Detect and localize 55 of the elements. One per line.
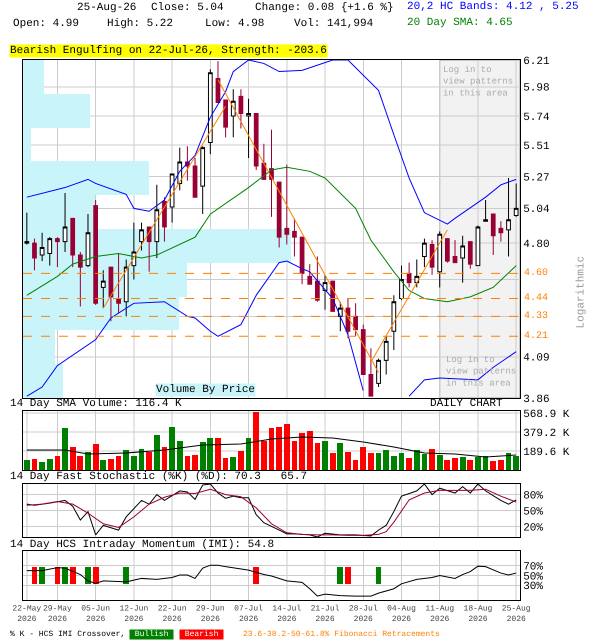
text: Low: 4.98 bbox=[205, 18, 264, 30]
annotation: DAILY CHART bbox=[430, 398, 504, 410]
chart-title: 14 Day HCS Intraday Momentum (IMI): 54.8 bbox=[10, 539, 274, 551]
x-tick-label: 25-Aug 2026 bbox=[502, 604, 531, 624]
text: 20,2 HC Bands: 4.12 , 5.25 bbox=[407, 1, 579, 13]
x-tick-label: 28-Jul 2026 bbox=[348, 604, 378, 624]
ref-line-label: 4.60 bbox=[524, 268, 548, 279]
y-tick-label: 80% bbox=[523, 490, 544, 502]
text: 25-Aug-26 bbox=[77, 2, 136, 14]
y-tick-label: 5.27 bbox=[523, 172, 550, 185]
ref-line-label: 4.33 bbox=[524, 311, 548, 322]
y-tick-label: 5.04 bbox=[523, 204, 550, 216]
x-tick-label: 05-Jun 2026 bbox=[81, 604, 110, 624]
x-tick-label: 21-Jul 2026 bbox=[310, 604, 340, 624]
y-tick-label: 5.74 bbox=[523, 112, 550, 124]
text: Bullish bbox=[130, 630, 174, 639]
x-tick-label: 11-Aug 2026 bbox=[425, 604, 454, 624]
y-tick-label: 50% bbox=[523, 506, 544, 518]
y-tick-label: 379.2 K bbox=[523, 428, 570, 440]
chart-title: 14 Day SMA Volume: 116.4 K bbox=[10, 398, 182, 410]
chart-title: Bearish Engulfing on 22-Jul-26, Strength: -203.6 bbox=[10, 45, 327, 57]
y-tick-label: 5.98 bbox=[523, 82, 550, 95]
band-label: Log in to view patterns in this area bbox=[443, 65, 514, 98]
ref-line-label: 4.44 bbox=[524, 293, 548, 304]
text: Volume By Price bbox=[156, 384, 256, 396]
x-tick-label: 07-Jul 2026 bbox=[234, 604, 264, 624]
y-axis-title: Logarithmic bbox=[576, 256, 588, 328]
text: High: 5.22 bbox=[107, 18, 174, 30]
y-tick-label: 30% bbox=[523, 581, 544, 594]
y-tick-label: 3.86 bbox=[523, 394, 550, 406]
x-tick-label: 14-Jul 2026 bbox=[272, 604, 302, 624]
y-tick-label: 189.6 K bbox=[523, 446, 570, 459]
chart-title: 14 Day Fast Stochastic (%K) (%D): 70.3 65.7 bbox=[10, 471, 308, 483]
y-tick-label: 6.21 bbox=[523, 56, 550, 68]
legend-title: % K - HCS IMI Crossover, bbox=[10, 630, 126, 639]
text: Bearish bbox=[180, 630, 224, 639]
y-tick-label: 568.9 K bbox=[523, 408, 570, 421]
ref-line-label: 4.21 bbox=[524, 331, 548, 342]
text: Change: 0.08 {+1.6 %} bbox=[255, 2, 394, 14]
x-tick-label: 22-Jun 2026 bbox=[158, 604, 187, 624]
x-tick-label: 29-Jun 2026 bbox=[196, 604, 225, 624]
y-tick-label: 4.09 bbox=[523, 352, 550, 365]
text: Vol: 141,994 bbox=[294, 18, 374, 30]
y-tick-label: 4.80 bbox=[523, 238, 550, 251]
x-tick-label: 18-Aug 2026 bbox=[464, 604, 493, 624]
x-tick-label: 04-Aug 2026 bbox=[387, 604, 416, 624]
x-tick-label: 12-Jun 2026 bbox=[119, 604, 148, 624]
x-tick-label: 22-May 2026 bbox=[12, 604, 42, 624]
text: 20 Day SMA: 4.65 bbox=[407, 17, 513, 29]
text: Close: 5.04 bbox=[151, 2, 224, 14]
y-tick-label: 5.51 bbox=[523, 140, 550, 153]
y-tick-label: 20% bbox=[523, 522, 544, 534]
x-tick-label: 29-May 2026 bbox=[43, 604, 72, 624]
text: Open: 4.99 bbox=[13, 18, 80, 30]
text: 23.6-38.2-50-61.8% Fibonacci Retracements bbox=[243, 630, 440, 639]
